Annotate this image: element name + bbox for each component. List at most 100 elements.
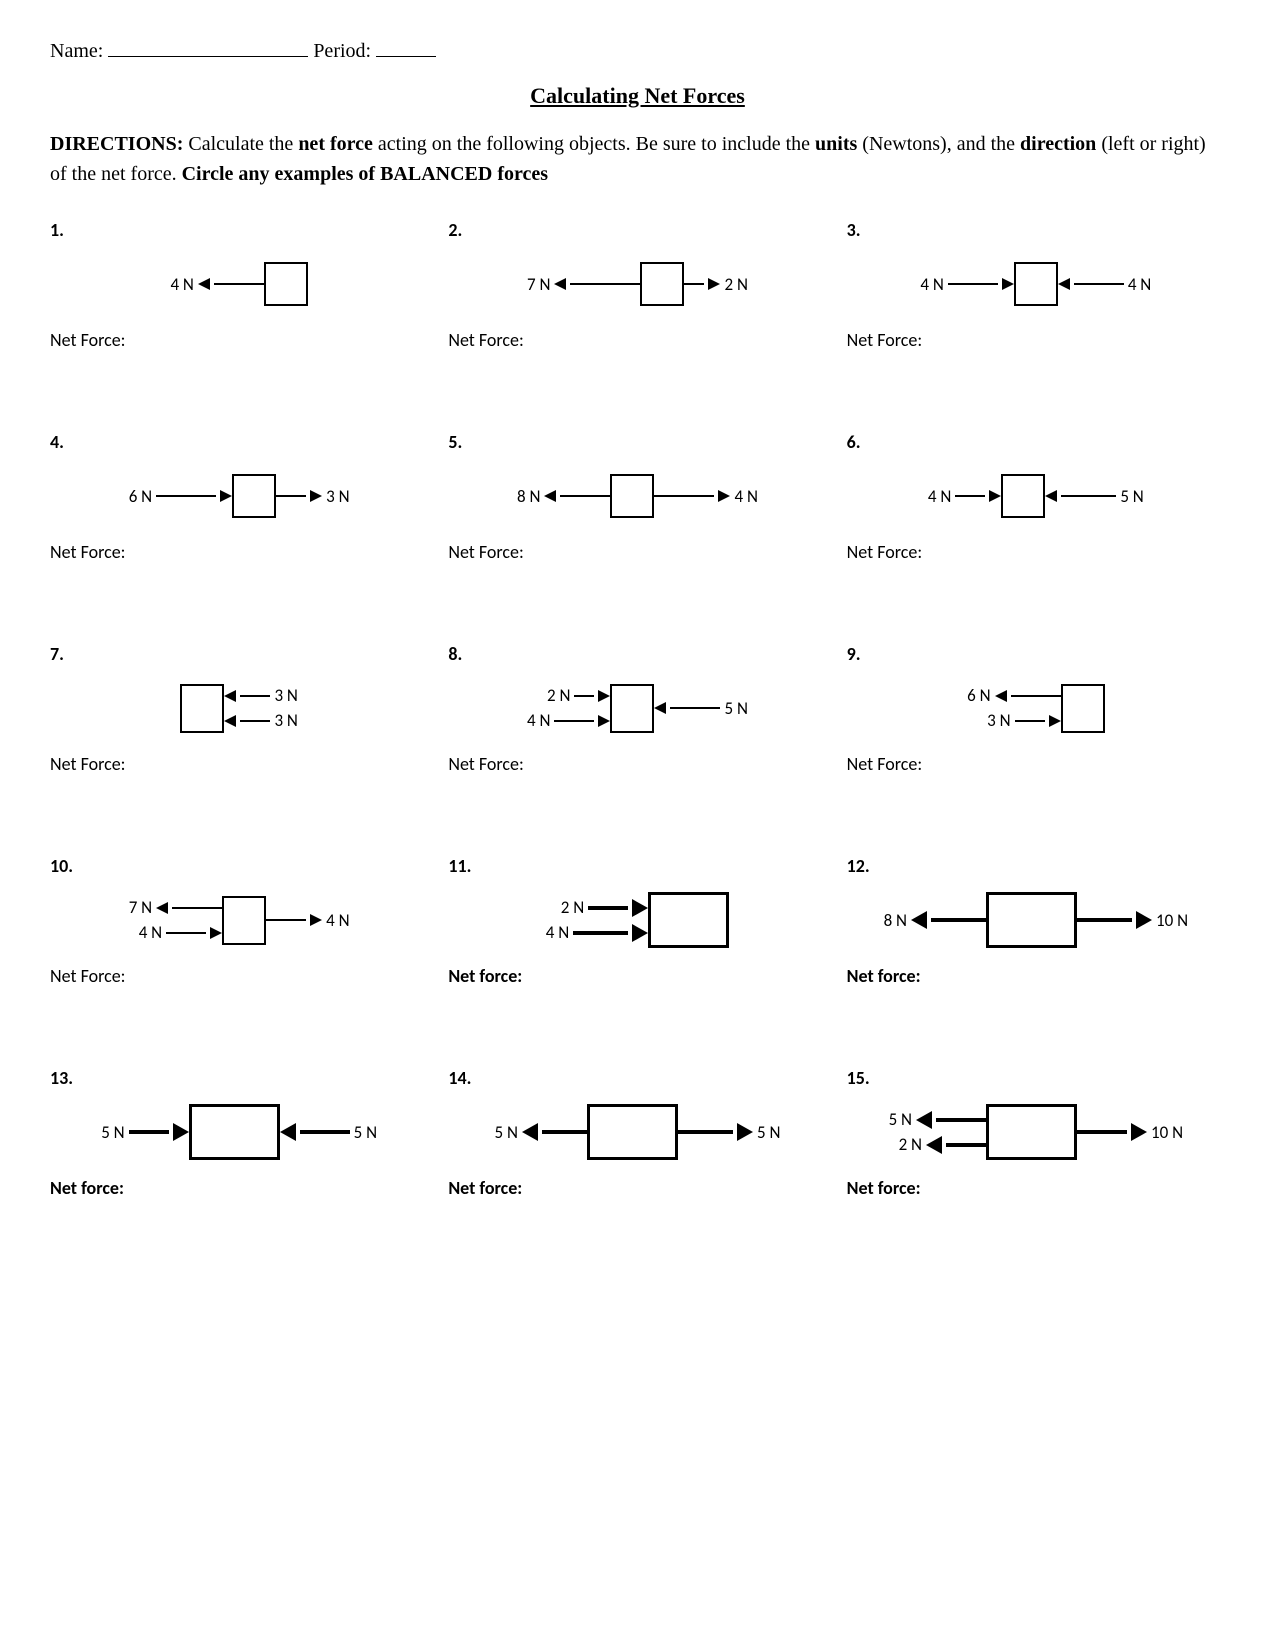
problem-number: 12. [847,855,1225,877]
net-force-label: Net Force: [847,329,1225,351]
arrow-shaft [1077,1130,1127,1134]
problem: 1.4 NNet Force: [50,219,428,351]
arrow-right-icon [310,490,322,502]
arrow-right-icon [1049,715,1061,727]
force-label: 3 N [326,486,349,507]
arrow-shaft [129,1130,169,1134]
force-arrow: 3 N [224,685,297,706]
object-box [1001,474,1045,518]
force-arrow: 4 N [920,274,1013,295]
force-arrow: 7 N [129,897,222,918]
problem: 10.7 N4 N4 NNet Force: [50,855,428,987]
problem-number: 2. [448,219,826,241]
force-arrow: 3 N [276,486,349,507]
object-box [189,1104,280,1160]
arrow-shaft [678,1130,733,1134]
left-forces: 7 N [527,274,640,295]
force-arrow: 4 N [170,274,263,295]
net-force-label: Net force: [448,1177,826,1199]
arrow-left-icon [224,690,236,702]
period-blank [376,56,436,57]
force-arrow: 7 N [527,274,640,295]
force-arrow: 8 N [884,910,986,931]
left-forces: 2 N4 N [546,897,648,943]
arrow-right-icon [310,914,322,926]
force-label: 2 N [899,1134,922,1155]
problem-number: 6. [847,431,1225,453]
force-arrow: 5 N [678,1122,780,1143]
arrow-shaft [156,495,216,497]
right-forces: 4 N [1058,274,1151,295]
right-forces: 5 N [1045,486,1143,507]
arrow-left-icon [280,1123,296,1141]
right-forces: 5 N [280,1122,377,1143]
arrow-shaft [300,1130,350,1134]
arrow-right-icon [632,899,648,917]
dir-t2: acting on the following objects. Be sure… [373,133,815,155]
arrow-left-icon [156,902,168,914]
object-box [180,684,224,733]
problem: 3. 4 N 4 N Net Force: [847,219,1225,351]
arrow-shaft [542,1130,587,1134]
arrow-left-icon [544,490,556,502]
force-arrow: 5 N [1045,486,1143,507]
problems-grid: 1.4 NNet Force:2.7 N2 NNet Force:3.4 N4 … [50,219,1225,1199]
object-box [587,1104,678,1160]
problem: 12.8 N10 NNet force: [847,855,1225,987]
left-forces: 7 N4 N [129,897,222,943]
arrow-right-icon [1002,278,1014,290]
net-force-label: Net Force: [847,753,1225,775]
net-force-label: Net Force: [448,753,826,775]
arrow-shaft [936,1118,986,1122]
force-diagram: 5 N 5 N [448,1097,826,1167]
problem: 5.8 N4 NNet Force: [448,431,826,563]
arrow-right-icon [737,1123,753,1141]
force-arrow: 5 N [101,1122,188,1143]
force-label: 5 N [495,1122,518,1143]
force-diagram: 4 N 4 N [847,249,1225,319]
problem-number: 3. [847,219,1225,241]
problem-number: 11. [448,855,826,877]
force-arrow: 4 N [1058,274,1151,295]
force-label: 4 N [928,486,951,507]
page-title: Calculating Net Forces [50,83,1225,109]
force-label: 3 N [987,710,1010,731]
left-forces: 5 N2 N [889,1109,986,1155]
problem-number: 9. [847,643,1225,665]
force-arrow: 4 N [266,910,349,931]
force-arrow: 3 N [987,710,1060,731]
arrow-shaft [214,283,264,285]
arrow-right-icon [718,490,730,502]
force-arrow: 5 N [280,1122,377,1143]
problem-number: 7. [50,643,428,665]
object-box [1014,262,1058,306]
arrow-shaft [946,1143,986,1147]
dir-b4: Circle any examples of BALANCED forces [182,163,548,185]
force-arrow: 5 N [495,1122,587,1143]
arrow-shaft [654,495,714,497]
problem-number: 1. [50,219,428,241]
directions-prefix: DIRECTIONS: [50,133,183,155]
arrow-left-icon [1045,490,1057,502]
force-arrow: 5 N [654,698,747,719]
dir-b3: direction [1020,133,1096,155]
arrow-left-icon [926,1136,942,1154]
force-label: 4 N [920,274,943,295]
force-arrow: 8 N [517,486,610,507]
arrow-right-icon [598,715,610,727]
left-forces: 2 N4 N [527,685,610,731]
force-label: 4 N [527,710,550,731]
force-arrow: 2 N [899,1134,986,1155]
left-forces: 6 N3 N [967,685,1060,731]
force-label: 2 N [724,274,747,295]
force-label: 2 N [561,897,584,918]
force-label: 2 N [547,685,570,706]
problem-number: 5. [448,431,826,453]
right-forces: 4 N [654,486,757,507]
arrow-shaft [684,283,704,285]
force-diagram: 2 N4 N5 N [448,673,826,743]
object-box [264,262,308,306]
object-box [610,684,654,733]
force-arrow: 4 N [928,486,1001,507]
dir-t3: (Newtons), and the [857,133,1020,155]
